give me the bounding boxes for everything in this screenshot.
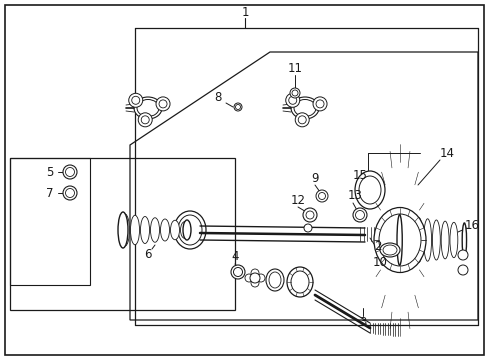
Text: 15: 15 [352, 168, 366, 181]
Ellipse shape [290, 271, 308, 293]
Ellipse shape [354, 171, 384, 209]
Text: 3: 3 [359, 315, 366, 328]
Text: 6: 6 [144, 248, 151, 261]
Ellipse shape [423, 219, 431, 261]
Text: 1: 1 [241, 5, 248, 18]
Circle shape [233, 267, 242, 276]
Circle shape [128, 93, 142, 107]
Ellipse shape [440, 221, 448, 259]
Ellipse shape [134, 97, 162, 119]
Ellipse shape [178, 215, 202, 245]
Ellipse shape [140, 216, 149, 243]
Circle shape [315, 190, 327, 202]
Circle shape [65, 167, 74, 176]
Circle shape [131, 96, 140, 104]
Ellipse shape [461, 223, 466, 257]
Polygon shape [130, 52, 477, 320]
Ellipse shape [183, 220, 191, 240]
Ellipse shape [406, 216, 413, 264]
Circle shape [295, 113, 308, 127]
Ellipse shape [170, 220, 179, 240]
Circle shape [249, 273, 260, 283]
Circle shape [63, 165, 77, 179]
Circle shape [63, 186, 77, 200]
Ellipse shape [293, 99, 315, 117]
Ellipse shape [382, 245, 396, 255]
Text: 8: 8 [214, 90, 221, 104]
Circle shape [159, 100, 167, 108]
Text: 13: 13 [347, 189, 362, 202]
Circle shape [235, 104, 240, 109]
Circle shape [291, 90, 297, 96]
Ellipse shape [358, 176, 380, 204]
Polygon shape [10, 158, 235, 310]
Circle shape [141, 116, 149, 124]
Ellipse shape [449, 222, 457, 258]
Circle shape [156, 97, 170, 111]
Ellipse shape [150, 218, 159, 242]
Ellipse shape [265, 269, 284, 291]
Circle shape [355, 211, 364, 220]
Circle shape [304, 224, 311, 232]
Polygon shape [5, 5, 483, 355]
Ellipse shape [414, 217, 422, 262]
Ellipse shape [174, 211, 205, 249]
Circle shape [250, 279, 259, 287]
Circle shape [352, 208, 366, 222]
Ellipse shape [290, 97, 318, 119]
Ellipse shape [137, 99, 159, 117]
Ellipse shape [180, 221, 189, 239]
Ellipse shape [118, 212, 128, 248]
Circle shape [65, 189, 74, 198]
Circle shape [298, 116, 305, 124]
Ellipse shape [396, 215, 402, 265]
Circle shape [305, 211, 313, 219]
Text: 10: 10 [372, 256, 386, 269]
Circle shape [230, 265, 244, 279]
Ellipse shape [130, 215, 139, 245]
Text: 4: 4 [231, 251, 238, 264]
Circle shape [457, 250, 467, 260]
Circle shape [457, 265, 467, 275]
Circle shape [234, 103, 242, 111]
Text: 11: 11 [287, 62, 302, 75]
Text: 5: 5 [46, 166, 54, 179]
Text: 14: 14 [439, 147, 453, 159]
Text: 7: 7 [46, 186, 54, 199]
Circle shape [289, 88, 299, 98]
Ellipse shape [120, 214, 129, 246]
Ellipse shape [431, 220, 439, 260]
Text: 9: 9 [311, 171, 318, 185]
Text: 2: 2 [373, 240, 381, 253]
Ellipse shape [268, 272, 281, 288]
Ellipse shape [379, 243, 399, 257]
Text: 16: 16 [464, 219, 479, 231]
Circle shape [250, 269, 259, 277]
Circle shape [318, 193, 325, 199]
Circle shape [257, 274, 264, 282]
Circle shape [288, 96, 296, 104]
Ellipse shape [378, 214, 420, 266]
Circle shape [312, 97, 326, 111]
Ellipse shape [160, 219, 169, 241]
Ellipse shape [397, 215, 405, 265]
Ellipse shape [373, 207, 425, 273]
Circle shape [285, 93, 299, 107]
Text: 12: 12 [290, 194, 305, 207]
Circle shape [315, 100, 324, 108]
Ellipse shape [286, 267, 312, 297]
Circle shape [244, 274, 252, 282]
Circle shape [303, 208, 316, 222]
Circle shape [138, 113, 152, 127]
